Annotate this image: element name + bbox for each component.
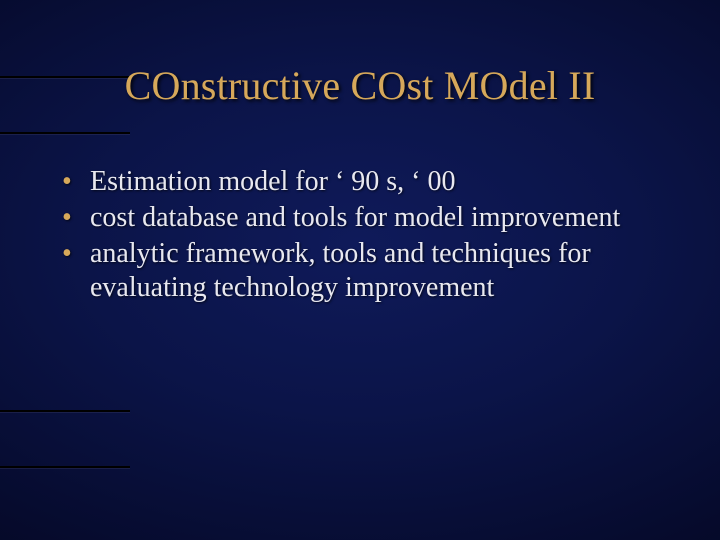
slide-title: COnstructive COst MOdel II [0,62,720,109]
bullet-item: analytic framework, tools and techniques… [62,237,670,305]
accent-line [0,466,130,468]
bullet-item: Estimation model for ‘ 90 s, ‘ 00 [62,165,670,199]
accent-line [0,410,130,412]
bullet-item: cost database and tools for model improv… [62,201,670,235]
slide-body: Estimation model for ‘ 90 s, ‘ 00 cost d… [62,165,670,308]
slide: COnstructive COst MOdel II Estimation mo… [0,0,720,540]
accent-line [0,132,130,134]
bullet-list: Estimation model for ‘ 90 s, ‘ 00 cost d… [62,165,670,306]
